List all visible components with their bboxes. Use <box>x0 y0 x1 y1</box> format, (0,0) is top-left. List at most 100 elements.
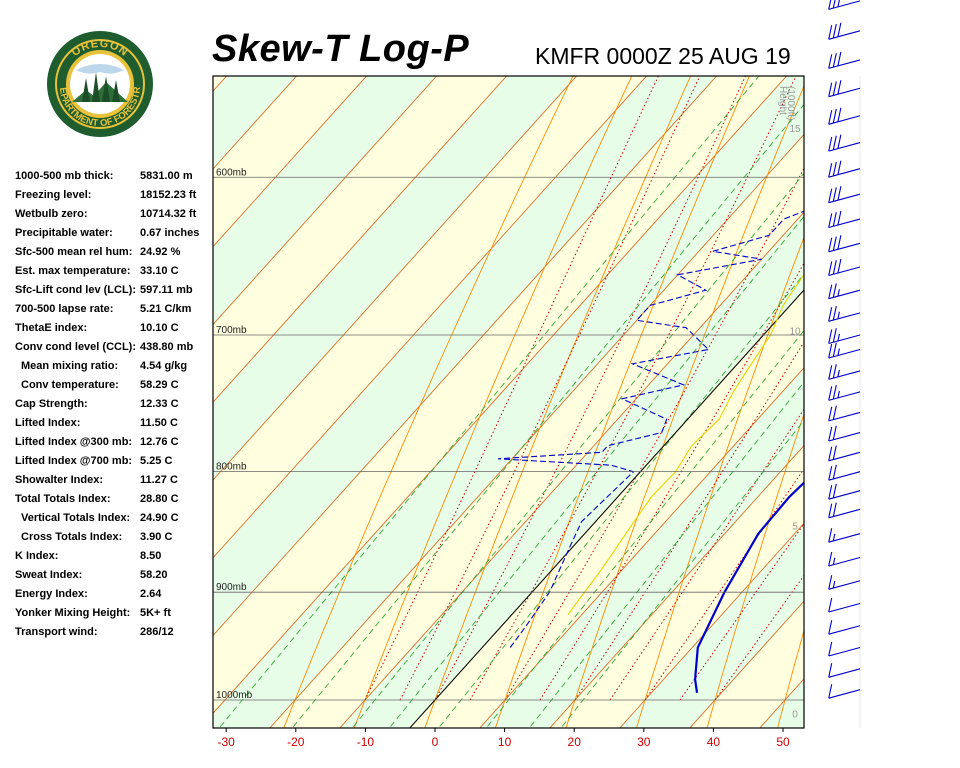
index-label: Transport wind: <box>15 626 98 638</box>
index-value: 2.64 <box>140 588 162 600</box>
temperature-tick-label: 40 <box>707 735 721 749</box>
index-label: Sfc-Lift cond lev (LCL): <box>15 284 136 296</box>
oregon-forestry-logo: OREGON DEPARTMENT OF FORESTRY <box>46 30 153 137</box>
index-label: Yonker Mixing Height: <box>15 607 131 619</box>
index-label: Wetbulb zero: <box>15 208 88 220</box>
index-label: K Index: <box>15 550 59 562</box>
index-value: 286/12 <box>140 626 174 638</box>
index-value: 597.11 mb <box>140 284 193 296</box>
mixing-ratio-line <box>485 329 804 728</box>
index-label: Total Totals Index: <box>15 493 111 505</box>
index-value: 5.21 C/km <box>140 303 192 315</box>
temperature-tick-label: 10 <box>498 735 512 749</box>
isotherm <box>213 76 788 715</box>
isotherm <box>213 76 648 559</box>
index-value: 5.25 C <box>140 455 173 467</box>
pressure-label: 800mb <box>216 462 247 473</box>
mixing-ratio-line <box>437 273 804 728</box>
index-label: Cap Strength: <box>15 398 88 410</box>
index-label: Lifted Index @700 mb: <box>15 455 133 467</box>
index-value: 24.92 % <box>140 246 181 258</box>
dry-adiabat <box>494 76 750 728</box>
temperature-band <box>213 76 804 728</box>
index-value: 438.80 mb <box>140 341 194 353</box>
index-label: Mean mixing ratio: <box>21 360 119 372</box>
pressure-label: 1000mb <box>216 690 253 701</box>
index-value: 33.10 C <box>140 265 179 277</box>
moist-adiabat <box>539 262 804 701</box>
temperature-tick-label: -20 <box>287 735 305 749</box>
chart-title: Skew-T Log-P <box>212 28 470 70</box>
index-label: Conv temperature: <box>21 379 119 391</box>
index-value: 5831.00 m <box>140 170 193 182</box>
dry-adiabat <box>706 412 804 728</box>
index-label: Vertical Totals Index: <box>21 512 131 524</box>
dry-adiabat <box>424 76 692 728</box>
temperature-tick-label: 30 <box>637 735 651 749</box>
dry-adiabat <box>912 0 960 760</box>
dry-adiabat <box>841 0 960 760</box>
wetbulb-trace <box>567 273 804 616</box>
index-value: 12.33 C <box>140 398 179 410</box>
index-value: 28.80 C <box>140 493 179 505</box>
index-value: 11.27 C <box>140 474 178 486</box>
index-label: Precipitable water: <box>15 227 113 239</box>
index-value: 3.90 C <box>140 531 173 543</box>
height-tick-label: 5 <box>792 521 798 532</box>
freezing-isotherm <box>409 289 804 728</box>
index-value: 10.10 C <box>140 322 179 334</box>
isotherm <box>269 133 804 728</box>
index-label: Sweat Index: <box>15 569 83 581</box>
temperature-tick-label: 20 <box>568 735 582 749</box>
index-value: 58.20 <box>140 569 168 581</box>
mixing-ratio-line <box>388 215 804 728</box>
dry-adiabat <box>353 76 633 728</box>
moist-adiabat <box>609 408 804 701</box>
height-tick-label: 10 <box>789 326 801 337</box>
index-value: 58.29 C <box>140 379 179 391</box>
mixing-ratio-line <box>560 419 804 728</box>
moist-adiabat <box>469 76 797 701</box>
temperature-tick-label: 0 <box>432 735 439 749</box>
index-label: Energy Index: <box>15 588 88 600</box>
pressure-label: 700mb <box>216 325 247 336</box>
index-value: 0.67 inches <box>140 227 200 239</box>
dry-adiabat <box>635 235 804 728</box>
isotherm <box>801 0 960 760</box>
index-value: 5K+ ft <box>140 607 171 619</box>
mixing-ratio-line <box>351 172 804 728</box>
pressure-label: 900mb <box>216 582 247 593</box>
temperature-tick-label: 50 <box>776 735 790 749</box>
index-label: 1000-500 mb thick: <box>15 170 114 182</box>
height-axis-unit: (1000ft) <box>785 86 796 120</box>
index-value: 4.54 g/kg <box>140 360 188 372</box>
isotherm <box>213 76 718 637</box>
index-label: Lifted Index @300 mb: <box>15 436 133 448</box>
height-tick-label: 15 <box>789 124 801 135</box>
index-label: Est. max temperature: <box>15 265 131 277</box>
index-value: 10714.32 ft <box>140 208 197 220</box>
index-label: Cross Totals Index: <box>21 531 123 543</box>
isotherm <box>339 211 804 728</box>
height-tick-label: 0 <box>792 709 798 720</box>
index-value: 18152.23 ft <box>140 189 197 201</box>
dry-adiabat <box>283 76 574 728</box>
temperature-tick-label: -30 <box>218 735 236 749</box>
index-value: 24.90 C <box>140 512 179 524</box>
index-label: 700-500 lapse rate: <box>15 303 114 315</box>
index-label: Conv cond level (CCL): <box>15 341 137 353</box>
pressure-label: 600mb <box>216 167 247 178</box>
station-time-label: KMFR 0000Z 25 AUG 19 <box>535 43 791 69</box>
index-label: Sfc-500 mean rel hum: <box>15 246 133 258</box>
index-label: Showalter Index: <box>15 474 104 486</box>
temperature-tick-label: -10 <box>357 735 375 749</box>
index-value: 8.50 <box>140 550 162 562</box>
plot-frame <box>212 75 805 729</box>
index-label: ThetaE index: <box>15 322 88 334</box>
temperature-trace <box>693 481 804 693</box>
dewpoint-trace <box>498 210 804 648</box>
